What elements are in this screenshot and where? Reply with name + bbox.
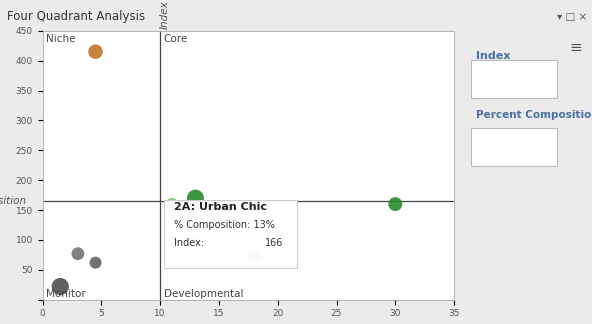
Text: 2A: Urban Chic: 2A: Urban Chic bbox=[174, 202, 267, 212]
Point bbox=[167, 202, 176, 207]
Text: ▾ □ ×: ▾ □ × bbox=[557, 12, 587, 22]
FancyBboxPatch shape bbox=[471, 60, 557, 98]
Point bbox=[391, 202, 400, 207]
Text: Four Quadrant Analysis: Four Quadrant Analysis bbox=[7, 10, 145, 23]
Point bbox=[179, 226, 188, 232]
Text: % Composition: % Composition bbox=[0, 196, 26, 206]
Point bbox=[181, 204, 191, 210]
FancyBboxPatch shape bbox=[164, 200, 297, 268]
Point bbox=[73, 251, 83, 256]
Text: Core: Core bbox=[164, 34, 188, 44]
Text: 110: 110 bbox=[480, 73, 502, 86]
Text: Index: Index bbox=[160, 1, 170, 29]
Text: 166: 166 bbox=[265, 238, 283, 248]
Text: Index:: Index: bbox=[174, 238, 204, 248]
Text: Index: Index bbox=[476, 51, 510, 61]
Text: % Composition: 13%: % Composition: 13% bbox=[174, 220, 275, 230]
Text: Percent Composition: Percent Composition bbox=[476, 110, 592, 120]
Point bbox=[249, 254, 259, 259]
Point bbox=[91, 49, 100, 54]
Point bbox=[91, 260, 100, 265]
FancyBboxPatch shape bbox=[471, 128, 557, 166]
Text: Niche: Niche bbox=[46, 34, 76, 44]
Point bbox=[191, 237, 200, 243]
Text: 4: 4 bbox=[480, 140, 487, 153]
Point bbox=[56, 284, 65, 289]
Point bbox=[191, 195, 200, 201]
Text: Developmental: Developmental bbox=[164, 288, 243, 298]
Point bbox=[188, 212, 198, 217]
Text: Monitor: Monitor bbox=[46, 288, 86, 298]
Text: ≡: ≡ bbox=[569, 40, 582, 54]
